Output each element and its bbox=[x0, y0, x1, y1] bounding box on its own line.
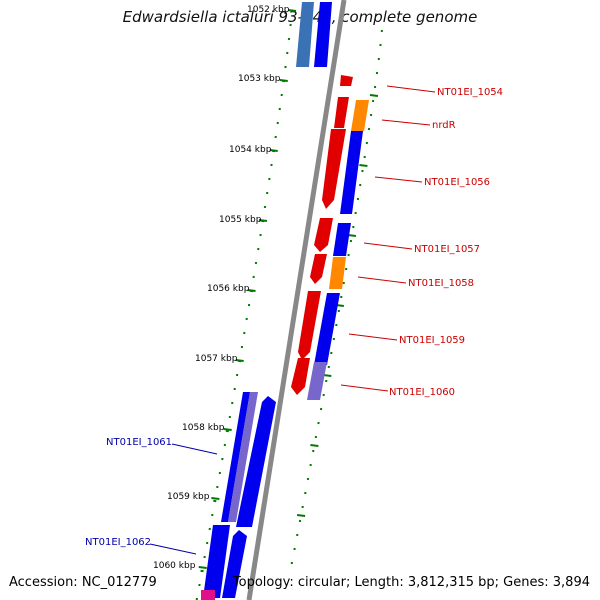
label-leader-lines bbox=[149, 85, 436, 555]
map-title: Edwardsiella ictaluri 93-146, complete g… bbox=[122, 8, 478, 26]
position-label: 1059 kbp bbox=[167, 492, 210, 502]
genome-backbone bbox=[246, 0, 347, 600]
gene-label[interactable]: NT01EI_1059 bbox=[399, 335, 465, 346]
gene-label[interactable]: NT01EI_1062 bbox=[85, 537, 151, 548]
gene-arrow[interactable] bbox=[222, 530, 247, 598]
rna-arrow[interactable] bbox=[329, 257, 346, 289]
major-tick bbox=[235, 359, 244, 362]
gene-arrow[interactable] bbox=[310, 254, 327, 284]
scale-ticks bbox=[195, 9, 383, 600]
topology-text: Topology: circular; Length: 3,812,315 bp… bbox=[232, 575, 590, 590]
gene-arrow[interactable] bbox=[296, 2, 314, 67]
gene-arrow[interactable] bbox=[334, 97, 349, 128]
gene-arrow[interactable] bbox=[298, 291, 321, 360]
major-tick bbox=[198, 566, 207, 569]
gene-arrow[interactable] bbox=[314, 293, 340, 365]
major-tick bbox=[247, 289, 256, 292]
position-label: 1060 kbp bbox=[153, 561, 196, 571]
accession-text: Accession: NC_012779 bbox=[9, 575, 157, 590]
major-tick bbox=[269, 149, 278, 152]
gene-arrow[interactable] bbox=[201, 590, 215, 600]
gene-arrow[interactable] bbox=[340, 131, 363, 214]
gene-arrow[interactable] bbox=[236, 396, 276, 527]
gene-label[interactable]: NT01EI_1060 bbox=[389, 387, 455, 398]
gene-arrow[interactable] bbox=[314, 218, 333, 252]
gene-label[interactable]: NT01EI_1054 bbox=[437, 87, 503, 98]
major-tick bbox=[211, 497, 220, 500]
position-label: 1057 kbp bbox=[195, 354, 238, 364]
position-label: 1058 kbp bbox=[182, 423, 225, 433]
major-tick bbox=[323, 374, 332, 377]
position-label: 1056 kbp bbox=[207, 284, 250, 294]
gene-arrow[interactable] bbox=[314, 2, 332, 67]
rna-arrow[interactable] bbox=[351, 100, 369, 131]
gene-arrow[interactable] bbox=[291, 358, 310, 395]
major-tick bbox=[310, 444, 319, 447]
gene-labels: NT01EI_1054 nrdR NT01EI_1056 NT01EI_1057… bbox=[85, 87, 503, 548]
gene-label[interactable]: NT01EI_1061 bbox=[106, 437, 172, 448]
major-tick bbox=[296, 514, 306, 517]
major-tick bbox=[223, 428, 232, 431]
gene-label[interactable]: NT01EI_1058 bbox=[408, 278, 474, 289]
gene-label[interactable]: NT01EI_1057 bbox=[414, 244, 480, 255]
position-label: 1054 kbp bbox=[229, 145, 272, 155]
major-tick bbox=[369, 94, 379, 97]
gene-arrow[interactable] bbox=[340, 75, 353, 86]
gene-label[interactable]: NT01EI_1056 bbox=[424, 177, 490, 188]
position-label: 1053 kbp bbox=[238, 74, 281, 84]
gene-label[interactable]: nrdR bbox=[432, 120, 456, 131]
gene-arrow[interactable] bbox=[228, 392, 258, 522]
gene-arrow[interactable] bbox=[322, 129, 346, 209]
major-tick bbox=[359, 164, 368, 167]
major-tick bbox=[279, 79, 288, 82]
gene-arrow[interactable] bbox=[221, 392, 250, 522]
position-label: 1052 kbp bbox=[247, 5, 290, 15]
gene-arrow[interactable] bbox=[333, 223, 351, 256]
position-labels: 1052 kbp 1053 kbp 1054 kbp 1055 kbp 1056… bbox=[153, 5, 290, 571]
position-label: 1055 kbp bbox=[219, 215, 262, 225]
gene-arrow[interactable] bbox=[203, 525, 230, 598]
gene-arrow[interactable] bbox=[307, 362, 327, 400]
major-tick bbox=[347, 234, 357, 237]
left-feature-track bbox=[201, 2, 369, 600]
major-tick bbox=[258, 219, 268, 222]
major-tick bbox=[287, 9, 297, 12]
